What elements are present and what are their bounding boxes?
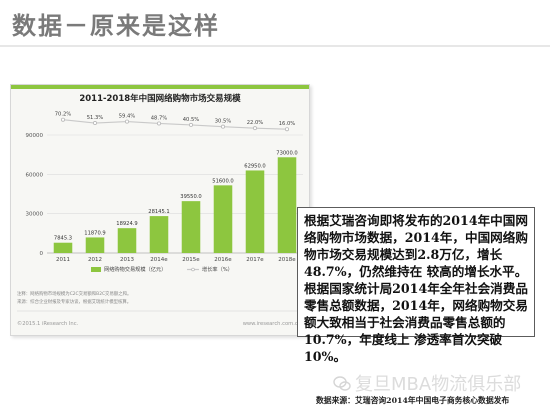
y-tick-label: 0 bbox=[40, 251, 44, 257]
growth-rate-label: 59.4% bbox=[119, 114, 136, 120]
source-note: 数据来源：艾瑞咨询2014年中国电子商务核心数据发布 bbox=[316, 396, 510, 405]
growth-rate-label: 30.5% bbox=[215, 119, 232, 125]
bar bbox=[181, 201, 201, 253]
x-tick-label: 2011 bbox=[56, 257, 70, 263]
watermark-text: 复旦MBA物流俱乐部 bbox=[355, 374, 522, 395]
bar-value-label: 73000.0 bbox=[276, 150, 297, 156]
y-tick-label: 90000 bbox=[26, 133, 44, 139]
x-tick-label: 2012 bbox=[88, 257, 102, 263]
growth-rate-label: 48.7% bbox=[151, 115, 168, 121]
bar bbox=[277, 157, 297, 253]
growth-rate-label: 51.3% bbox=[87, 115, 104, 121]
x-tick-label: 2013 bbox=[120, 257, 134, 263]
chart-top-accent bbox=[11, 85, 309, 89]
x-tick-label: 2018e bbox=[278, 257, 296, 263]
wechat-icon bbox=[333, 376, 351, 391]
y-tick-label: 60000 bbox=[26, 172, 44, 178]
growth-point bbox=[93, 121, 98, 126]
summary-text-box: 根据艾瑞咨询即将发布的2014年中国网络购物市场数据，2014年，中国网络购物市… bbox=[297, 207, 535, 364]
growth-point bbox=[220, 124, 225, 129]
bar-value-label: 62950.0 bbox=[244, 163, 265, 169]
bar bbox=[53, 242, 73, 253]
bar-value-label: 7845.3 bbox=[54, 236, 72, 242]
y-tick-label: 30000 bbox=[26, 212, 44, 218]
page-title: 数据－原来是这样 bbox=[12, 12, 220, 40]
x-tick-label: 2014e bbox=[150, 257, 168, 263]
chart-card: 2011-2018年中国网络购物市场交易规模 0 30000 60000 90000 … bbox=[10, 84, 310, 336]
growth-line bbox=[62, 119, 288, 130]
chart-note-2: 来源：综合企业财报及专家访谈，根据艾瑞统计模型核算。 bbox=[17, 298, 131, 305]
legend-swatch-bar bbox=[91, 267, 101, 272]
legend-marker bbox=[191, 267, 195, 272]
chart-title: 2011-2018年中国网络购物市场交易规模 bbox=[79, 93, 241, 104]
bar bbox=[85, 237, 105, 253]
chart-footer-left: ©2015.1 iResearch Inc. bbox=[17, 320, 79, 327]
legend-label: 增长率（%） bbox=[202, 265, 233, 273]
legend-label: 网络购物交易规模（亿元） bbox=[104, 265, 166, 273]
bar bbox=[149, 216, 169, 253]
growth-point bbox=[188, 122, 193, 127]
title-divider bbox=[0, 45, 550, 47]
growth-rate-label: 70.2% bbox=[55, 112, 72, 118]
growth-point bbox=[252, 126, 257, 131]
bar bbox=[117, 228, 137, 253]
x-tick-label: 2015e bbox=[182, 257, 200, 263]
x-tick-label: 2017e bbox=[246, 257, 264, 263]
chart-footer-right: www.iresearch.com.cn bbox=[243, 321, 301, 327]
growth-rate-label: 40.5% bbox=[183, 117, 200, 123]
chart-svg: 2011-2018年中国网络购物市场交易规模 0300006000090000 … bbox=[11, 85, 309, 327]
watermark: 复旦MBA物流俱乐部 bbox=[333, 370, 521, 396]
bar bbox=[245, 170, 265, 253]
bar-value-label: 28145.1 bbox=[148, 209, 169, 215]
growth-point bbox=[156, 121, 161, 126]
bar-value-label: 11870.9 bbox=[84, 230, 105, 236]
growth-rate-label: 16.0% bbox=[279, 121, 296, 127]
summary-text: 根据艾瑞咨询即将发布的2014年中国网络购物市场数据，2014年，中国网络购物市… bbox=[304, 213, 528, 364]
bar-value-label: 51600.0 bbox=[212, 178, 233, 184]
bar-value-label: 18924.9 bbox=[116, 221, 137, 227]
bar-value-label: 39550.0 bbox=[180, 194, 201, 200]
growth-point bbox=[284, 127, 289, 132]
growth-rate-label: 22.0% bbox=[247, 120, 264, 126]
growth-point bbox=[125, 119, 130, 124]
chart-note-1: 注释：网络购物市场规模为C2C交易额和B2C交易额之和。 bbox=[17, 290, 131, 297]
x-tick-label: 2016e bbox=[214, 257, 232, 263]
bar bbox=[213, 185, 233, 253]
growth-point bbox=[61, 117, 66, 122]
